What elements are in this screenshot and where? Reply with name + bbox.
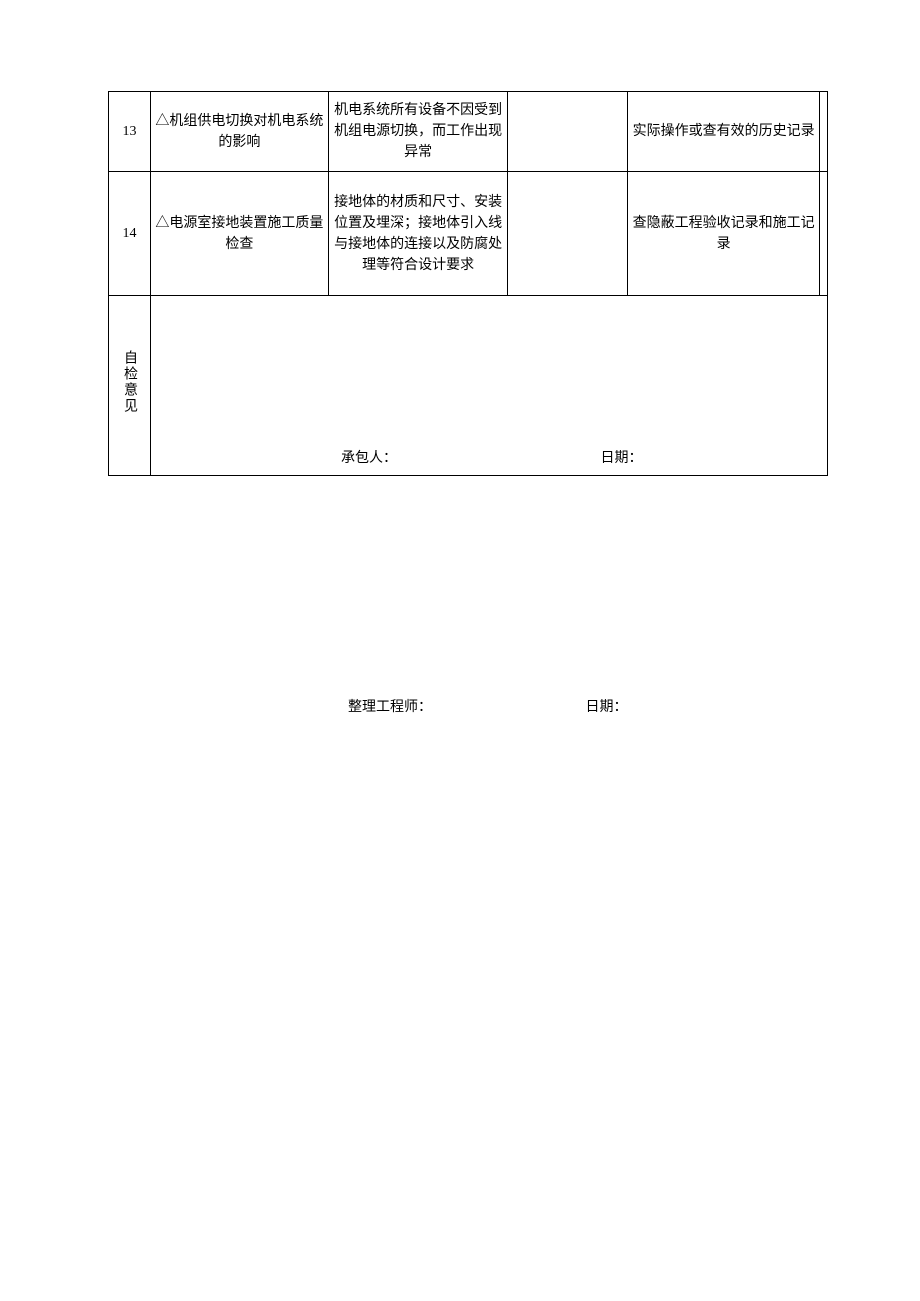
opinion-signature-line: 承包人： 日期： <box>151 448 827 469</box>
opinion-content: 承包人： 日期： <box>151 296 827 475</box>
cell-item: △电源室接地装置施工质量检查 <box>150 172 328 296</box>
footer-date-label: 日期： <box>586 696 628 716</box>
cell-standard: 机电系统所有设备不因受到机组电源切换，而工作出现异常 <box>328 92 508 172</box>
inspection-table: 13 △机组供电切换对机电系统的影响 机电系统所有设备不因受到机组电源切换，而工… <box>108 91 828 476</box>
document-page: 13 △机组供电切换对机电系统的影响 机电系统所有设备不因受到机组电源切换，而工… <box>0 91 920 716</box>
opinion-row: 自检意见 承包人： 日期： <box>109 296 828 476</box>
opinion-label-cell: 自检意见 <box>109 296 151 476</box>
cell-blank <box>508 172 628 296</box>
cell-item: △机组供电切换对机电系统的影响 <box>150 92 328 172</box>
cell-end <box>819 172 827 296</box>
cell-num: 14 <box>109 172 151 296</box>
cell-method: 实际操作或查有效的历史记录 <box>628 92 820 172</box>
cell-blank <box>508 92 628 172</box>
opinion-content-cell: 承包人： 日期： <box>150 296 827 476</box>
footer-signature-line: 整理工程师： 日期： <box>108 696 828 716</box>
cell-end <box>819 92 827 172</box>
opinion-date-label: 日期： <box>600 451 642 466</box>
cell-standard: 接地体的材质和尺寸、安装位置及埋深；接地体引入线与接地体的连接以及防腐处理等符合… <box>328 172 508 296</box>
table-row: 14 △电源室接地装置施工质量检查 接地体的材质和尺寸、安装位置及埋深；接地体引… <box>109 172 828 296</box>
cell-num: 13 <box>109 92 151 172</box>
opinion-label: 自检意见 <box>119 350 140 414</box>
cell-method: 查隐蔽工程验收记录和施工记录 <box>628 172 820 296</box>
engineer-label: 整理工程师： <box>348 696 432 716</box>
contractor-label: 承包人： <box>341 451 397 466</box>
table-row: 13 △机组供电切换对机电系统的影响 机电系统所有设备不因受到机组电源切换，而工… <box>109 92 828 172</box>
